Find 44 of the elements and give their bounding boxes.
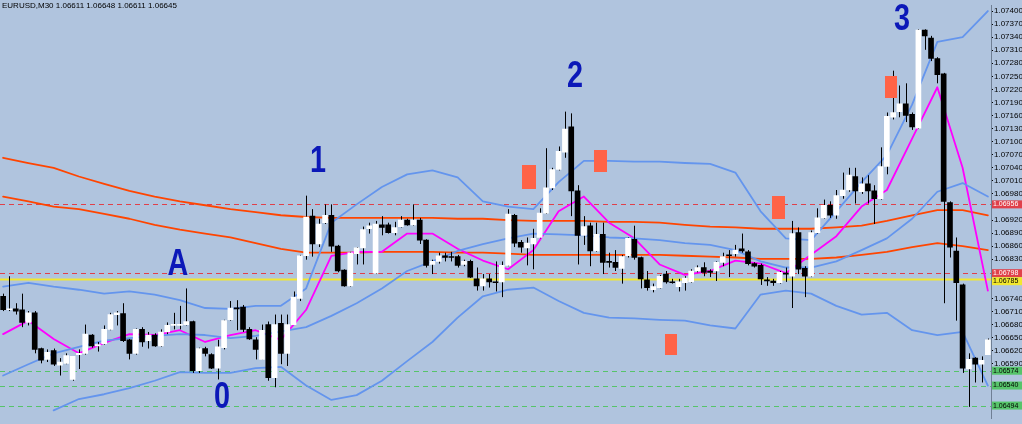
candlestick bbox=[252, 336, 259, 360]
y-tick-label: 1.07250 bbox=[994, 71, 1022, 81]
annotation: 3 bbox=[893, 0, 911, 38]
y-tick-label: 1.07190 bbox=[994, 97, 1022, 107]
candlestick bbox=[416, 217, 423, 245]
annotation: 2 bbox=[566, 54, 584, 95]
candlestick bbox=[726, 249, 732, 278]
y-tick-label: 1.06890 bbox=[994, 228, 1022, 238]
y-tick-label: 1.06620 bbox=[994, 345, 1022, 355]
y-tick-label: 1.06980 bbox=[994, 189, 1022, 199]
y-tick-label: 1.06590 bbox=[994, 358, 1022, 368]
annotation: A bbox=[167, 242, 189, 283]
candlestick bbox=[972, 356, 979, 383]
candlestick bbox=[738, 233, 745, 254]
y-tick-label: 1.06830 bbox=[994, 254, 1022, 264]
candlestick bbox=[921, 28, 928, 51]
y-tick-label: 1.07280 bbox=[994, 58, 1022, 68]
chart-title: EURUSD,M30 1.06611 1.06648 1.06611 1.06645 bbox=[2, 1, 177, 10]
y-tick-label: 1.06860 bbox=[994, 241, 1022, 251]
candlestick bbox=[852, 167, 859, 205]
candlestick bbox=[865, 174, 871, 205]
y-tick-label: 1.07400 bbox=[994, 6, 1022, 16]
y-tick-label: 1.07070 bbox=[994, 149, 1022, 159]
y-tick-label: 1.06650 bbox=[994, 332, 1022, 342]
candlestick bbox=[467, 259, 474, 279]
y-tick-label: 1.07340 bbox=[994, 32, 1022, 42]
y-tick-label: 1.06920 bbox=[994, 215, 1022, 225]
candlestick bbox=[360, 226, 366, 265]
annotation: 0 bbox=[213, 375, 231, 416]
y-tick-label: 1.07100 bbox=[994, 136, 1022, 146]
y-tick-label: 1.06740 bbox=[994, 293, 1022, 303]
candlestick bbox=[644, 270, 650, 292]
y-tick-label: 1.07040 bbox=[994, 163, 1022, 172]
annotation: 1 bbox=[309, 139, 327, 180]
y-tick-label: 1.06680 bbox=[994, 319, 1022, 329]
y-tick-label: 1.07010 bbox=[994, 176, 1022, 186]
y-tick-label: 1.07310 bbox=[994, 45, 1022, 55]
y-tick-label: 1.07160 bbox=[994, 110, 1022, 120]
y-tick-label: 1.07220 bbox=[994, 84, 1022, 94]
y-tick-label: 1.06710 bbox=[994, 306, 1022, 316]
candlestick bbox=[871, 184, 878, 225]
y-tick-label: 1.07370 bbox=[994, 19, 1022, 29]
y-tick-label: 1.07130 bbox=[994, 123, 1022, 133]
candlestick bbox=[139, 326, 145, 348]
